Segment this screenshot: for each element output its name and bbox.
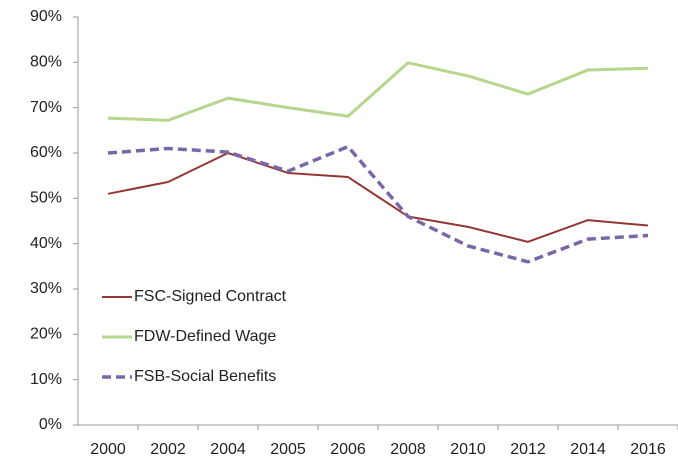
line-series (107, 61, 649, 122)
x-tick-label: 2006 (330, 441, 366, 458)
x-tick-label: 2016 (630, 441, 666, 458)
line-series (107, 152, 649, 243)
line-series (107, 144, 649, 264)
y-tick-label: 90% (30, 8, 62, 25)
x-tick-label: 2008 (390, 441, 426, 458)
y-tick-label: 70% (30, 99, 62, 116)
y-tick-label: 20% (30, 326, 62, 343)
x-tick-label: 2005 (270, 441, 306, 458)
x-tick-label: 2002 (150, 441, 186, 458)
x-tick-label: 2012 (510, 441, 546, 458)
legend-label: FSC-Signed Contract (134, 288, 287, 305)
x-tick-label: 2010 (450, 441, 486, 458)
y-tick-label: 40% (30, 235, 62, 252)
x-tick-label: 2004 (210, 441, 246, 458)
legend-label: FSB-Social Benefits (134, 368, 276, 385)
x-tick-label: 2000 (90, 441, 126, 458)
y-tick-label: 0% (39, 416, 62, 433)
x-tick-label: 2014 (570, 441, 606, 458)
legend-label: FDW-Defined Wage (134, 328, 276, 345)
y-tick-label: 10% (30, 371, 62, 388)
y-tick-label: 80% (30, 54, 62, 71)
y-tick-label: 30% (30, 280, 62, 297)
y-tick-label: 50% (30, 190, 62, 207)
y-tick-label: 60% (30, 144, 62, 161)
